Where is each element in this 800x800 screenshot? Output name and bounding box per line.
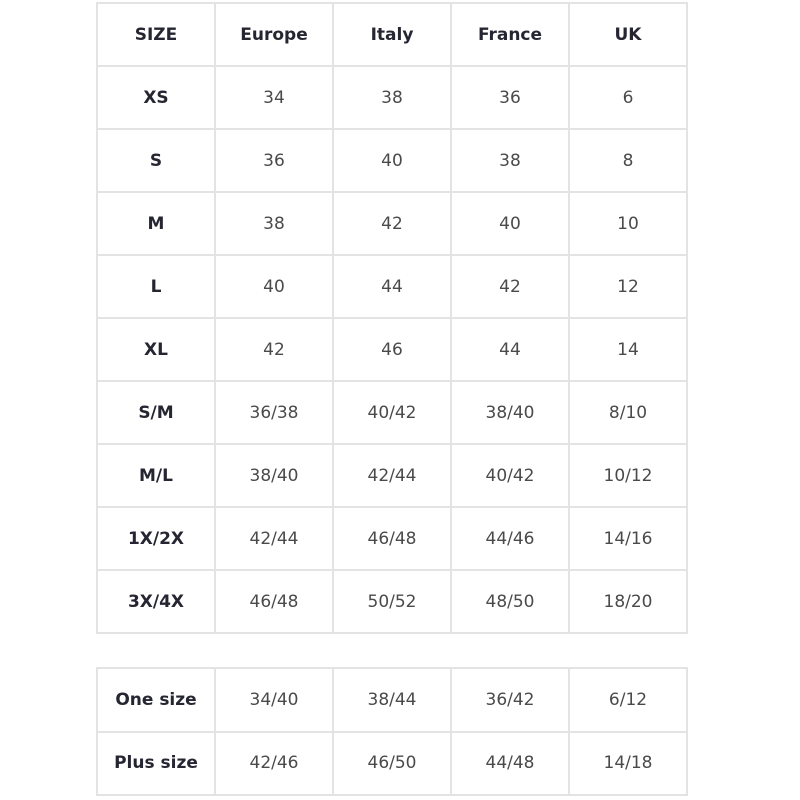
size-label-cell: 1X/2X xyxy=(96,506,216,571)
size-value-cell: 40 xyxy=(214,254,334,319)
size-value-cell: 38 xyxy=(332,65,452,130)
size-value-cell: 42/44 xyxy=(332,443,452,508)
column-header-size: SIZE xyxy=(96,2,216,67)
size-label-cell: S xyxy=(96,128,216,193)
table-row: 1X/2X 42/44 46/48 44/46 14/16 xyxy=(96,506,688,571)
size-value-cell: 14/16 xyxy=(568,506,688,571)
size-value-cell: 40/42 xyxy=(450,443,570,508)
size-value-cell: 36/42 xyxy=(450,667,570,733)
table-row: S/M 36/38 40/42 38/40 8/10 xyxy=(96,380,688,445)
size-value-cell: 38 xyxy=(450,128,570,193)
size-value-cell: 48/50 xyxy=(450,569,570,634)
size-label-cell: M/L xyxy=(96,443,216,508)
table-row: L 40 44 42 12 xyxy=(96,254,688,319)
special-size-table: One size 34/40 38/44 36/42 6/12 Plus size 42/4… xyxy=(96,667,688,796)
size-value-cell: 40 xyxy=(450,191,570,256)
size-label-cell: 3X/4X xyxy=(96,569,216,634)
size-value-cell: 42/44 xyxy=(214,506,334,571)
size-value-cell: 46 xyxy=(332,317,452,382)
table-row: Plus size 42/46 46/50 44/48 14/18 xyxy=(96,730,688,796)
size-value-cell: 46/50 xyxy=(332,730,452,796)
table-row: M/L 38/40 42/44 40/42 10/12 xyxy=(96,443,688,508)
table-row: XL 42 46 44 14 xyxy=(96,317,688,382)
size-value-cell: 34 xyxy=(214,65,334,130)
size-value-cell: 44 xyxy=(332,254,452,319)
column-header-france: France xyxy=(450,2,570,67)
size-value-cell: 38 xyxy=(214,191,334,256)
size-value-cell: 14 xyxy=(568,317,688,382)
size-conversion-table: SIZE Europe Italy France UK XS 34 38 36 6 S 36 40 38… xyxy=(96,2,688,634)
size-value-cell: 10 xyxy=(568,191,688,256)
table-row: S 36 40 38 8 xyxy=(96,128,688,193)
size-value-cell: 18/20 xyxy=(568,569,688,634)
table-row: M 38 42 40 10 xyxy=(96,191,688,256)
size-value-cell: 40 xyxy=(332,128,452,193)
size-value-cell: 40/42 xyxy=(332,380,452,445)
size-value-cell: 8/10 xyxy=(568,380,688,445)
column-header-europe: Europe xyxy=(214,2,334,67)
size-value-cell: 36/38 xyxy=(214,380,334,445)
size-value-cell: 14/18 xyxy=(568,730,688,796)
size-value-cell: 10/12 xyxy=(568,443,688,508)
size-value-cell: 44 xyxy=(450,317,570,382)
size-value-cell: 36 xyxy=(450,65,570,130)
table-row: 3X/4X 46/48 50/52 48/50 18/20 xyxy=(96,569,688,634)
size-value-cell: 6 xyxy=(568,65,688,130)
size-label-cell: Plus size xyxy=(96,730,216,796)
size-value-cell: 12 xyxy=(568,254,688,319)
column-header-uk: UK xyxy=(568,2,688,67)
size-value-cell: 44/46 xyxy=(450,506,570,571)
size-label-cell: S/M xyxy=(96,380,216,445)
size-label-cell: M xyxy=(96,191,216,256)
size-value-cell: 42 xyxy=(450,254,570,319)
size-label-cell: XL xyxy=(96,317,216,382)
size-label-cell: One size xyxy=(96,667,216,733)
size-value-cell: 34/40 xyxy=(214,667,334,733)
size-value-cell: 42/46 xyxy=(214,730,334,796)
size-value-cell: 46/48 xyxy=(332,506,452,571)
size-value-cell: 36 xyxy=(214,128,334,193)
size-value-cell: 6/12 xyxy=(568,667,688,733)
size-label-cell: XS xyxy=(96,65,216,130)
column-header-italy: Italy xyxy=(332,2,452,67)
table-row: One size 34/40 38/44 36/42 6/12 xyxy=(96,667,688,733)
size-value-cell: 42 xyxy=(332,191,452,256)
size-value-cell: 38/40 xyxy=(214,443,334,508)
header-row: SIZE Europe Italy France UK xyxy=(96,2,688,67)
size-value-cell: 38/40 xyxy=(450,380,570,445)
size-value-cell: 46/48 xyxy=(214,569,334,634)
size-value-cell: 50/52 xyxy=(332,569,452,634)
size-value-cell: 44/48 xyxy=(450,730,570,796)
size-value-cell: 38/44 xyxy=(332,667,452,733)
size-value-cell: 8 xyxy=(568,128,688,193)
table-row: XS 34 38 36 6 xyxy=(96,65,688,130)
size-label-cell: L xyxy=(96,254,216,319)
size-value-cell: 42 xyxy=(214,317,334,382)
